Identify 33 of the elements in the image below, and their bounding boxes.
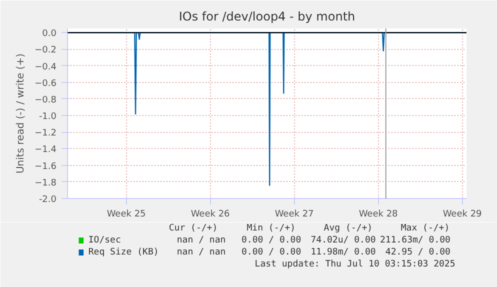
x-tick-label: Week 29 (442, 210, 482, 220)
legend-label: IO/sec (88, 236, 121, 246)
y-tick-label: −1.6 (34, 162, 57, 172)
text: 211.63m/ 0.00 (380, 236, 450, 246)
text: nan / nan (176, 236, 226, 246)
text: Max (-/+) (400, 224, 450, 234)
text: Avg (-/+) (324, 224, 373, 234)
y-tick-label: -2.0 (38, 195, 57, 205)
text: 74.02u/ 0.00 (310, 236, 376, 246)
y-tick-label: −1.4 (34, 145, 57, 156)
legend-label: Req Size (KB) (88, 248, 159, 258)
text: 0.00 / 0.00 (242, 236, 302, 246)
y-tick-label: −1.8 (34, 178, 57, 188)
x-tick-label: Week 26 (190, 210, 230, 220)
text: nan / nan (176, 248, 226, 258)
y-tick-label: −0.4 (34, 62, 57, 72)
text: 11.98m/ 0.00 (310, 248, 376, 258)
x-tick-label: Week 28 (358, 210, 398, 220)
text: Min (-/+) (246, 224, 296, 234)
chart-title: IOs for /dev/loop4 - by month (178, 10, 356, 24)
text: 0.00 / 0.00 (242, 248, 302, 258)
text: Cur (-/+) (168, 224, 218, 234)
text: 42.95 / 0.00 (385, 248, 450, 258)
y-tick-label: 0.0 (42, 29, 57, 40)
text: Last update: Thu Jul 10 03:15:03 2025 (254, 260, 456, 270)
y-tick-label: −0.2 (34, 46, 57, 56)
y-tick-label: −0.8 (34, 95, 57, 106)
x-tick-label: Week 25 (106, 210, 146, 220)
y-tick-label: -1.0 (38, 112, 57, 122)
y-tick-label: −1.2 (34, 128, 57, 139)
y-axis-title: Units read (-) / write (+) (16, 53, 27, 174)
x-tick-label: Week 27 (274, 210, 314, 220)
y-tick-label: −0.6 (34, 78, 57, 89)
